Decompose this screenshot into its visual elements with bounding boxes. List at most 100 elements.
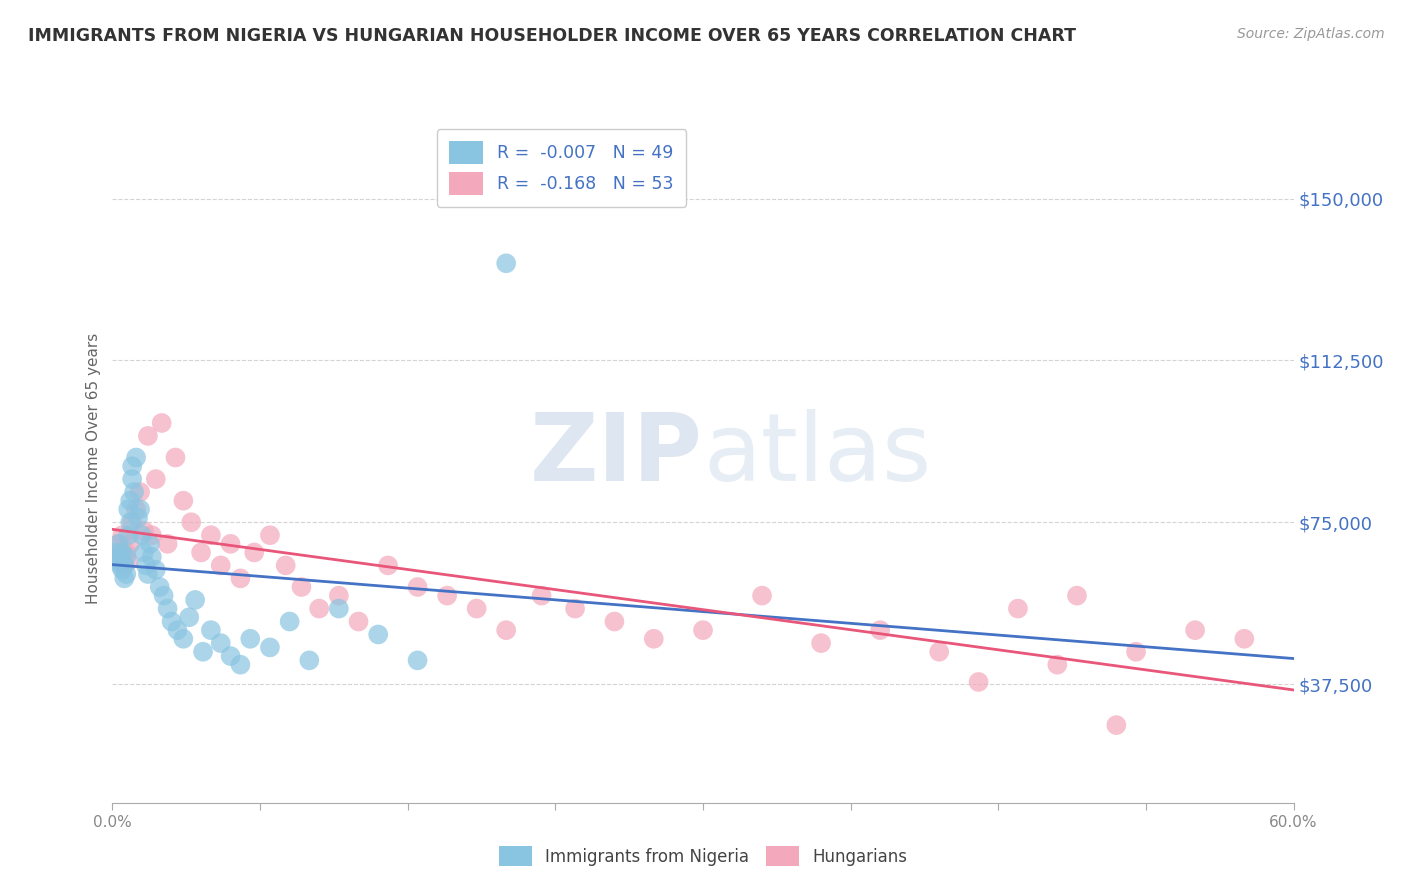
Point bbox=[141, 528, 163, 542]
Point bbox=[139, 537, 162, 551]
Point bbox=[125, 502, 148, 516]
Point bbox=[110, 545, 132, 559]
Point bbox=[107, 537, 129, 551]
Point bbox=[1007, 601, 1029, 615]
Point bbox=[145, 472, 167, 486]
Point bbox=[112, 558, 135, 573]
Point bbox=[495, 623, 517, 637]
Point bbox=[156, 601, 179, 615]
Point bbox=[328, 601, 350, 615]
Point bbox=[259, 640, 281, 655]
Y-axis label: Householder Income Over 65 years: Householder Income Over 65 years bbox=[86, 333, 101, 604]
Point bbox=[111, 528, 134, 542]
Point bbox=[107, 537, 129, 551]
Point bbox=[112, 558, 135, 573]
Point bbox=[117, 528, 139, 542]
Point bbox=[643, 632, 665, 646]
Point bbox=[209, 558, 232, 573]
Point bbox=[129, 485, 152, 500]
Point bbox=[115, 549, 138, 564]
Point bbox=[136, 429, 159, 443]
Text: IMMIGRANTS FROM NIGERIA VS HUNGARIAN HOUSEHOLDER INCOME OVER 65 YEARS CORRELATIO: IMMIGRANTS FROM NIGERIA VS HUNGARIAN HOU… bbox=[28, 27, 1076, 45]
Point bbox=[120, 515, 142, 529]
Point bbox=[810, 636, 832, 650]
Point bbox=[111, 563, 134, 577]
Point bbox=[1233, 632, 1256, 646]
Point bbox=[290, 580, 312, 594]
Point bbox=[200, 623, 222, 637]
Point bbox=[125, 450, 148, 465]
Point bbox=[120, 493, 142, 508]
Point bbox=[209, 636, 232, 650]
Point bbox=[298, 653, 321, 667]
Point bbox=[229, 657, 252, 672]
Point bbox=[121, 472, 143, 486]
Point bbox=[121, 459, 143, 474]
Point bbox=[184, 593, 207, 607]
Point bbox=[107, 554, 129, 568]
Point bbox=[117, 554, 139, 568]
Point bbox=[110, 549, 132, 564]
Point bbox=[243, 545, 266, 559]
Point bbox=[406, 580, 429, 594]
Point bbox=[152, 589, 174, 603]
Point bbox=[111, 545, 134, 559]
Point bbox=[200, 528, 222, 542]
Point bbox=[156, 537, 179, 551]
Point bbox=[367, 627, 389, 641]
Point bbox=[308, 601, 330, 615]
Point bbox=[869, 623, 891, 637]
Point bbox=[150, 416, 173, 430]
Point bbox=[1066, 589, 1088, 603]
Point bbox=[141, 549, 163, 564]
Point bbox=[259, 528, 281, 542]
Text: atlas: atlas bbox=[703, 409, 931, 501]
Point bbox=[132, 524, 155, 538]
Point bbox=[132, 545, 155, 559]
Point bbox=[564, 601, 586, 615]
Point bbox=[136, 567, 159, 582]
Point bbox=[120, 537, 142, 551]
Point bbox=[160, 615, 183, 629]
Point bbox=[530, 589, 553, 603]
Point bbox=[692, 623, 714, 637]
Point bbox=[121, 515, 143, 529]
Point bbox=[172, 632, 194, 646]
Point bbox=[328, 589, 350, 603]
Point bbox=[406, 653, 429, 667]
Point bbox=[135, 558, 157, 573]
Point bbox=[112, 571, 135, 585]
Point bbox=[180, 515, 202, 529]
Point bbox=[1184, 623, 1206, 637]
Point bbox=[117, 502, 139, 516]
Point bbox=[436, 589, 458, 603]
Point bbox=[149, 580, 172, 594]
Point bbox=[190, 545, 212, 559]
Point bbox=[165, 450, 187, 465]
Point bbox=[219, 648, 242, 663]
Point bbox=[229, 571, 252, 585]
Point bbox=[274, 558, 297, 573]
Point bbox=[172, 493, 194, 508]
Point bbox=[115, 545, 138, 559]
Text: Source: ZipAtlas.com: Source: ZipAtlas.com bbox=[1237, 27, 1385, 41]
Point bbox=[239, 632, 262, 646]
Point bbox=[145, 563, 167, 577]
Point bbox=[967, 675, 990, 690]
Point bbox=[110, 558, 132, 573]
Point bbox=[278, 615, 301, 629]
Point bbox=[129, 502, 152, 516]
Legend: R =  -0.007   N = 49, R =  -0.168   N = 53: R = -0.007 N = 49, R = -0.168 N = 53 bbox=[437, 129, 686, 207]
Text: ZIP: ZIP bbox=[530, 409, 703, 501]
Point bbox=[495, 256, 517, 270]
Point bbox=[465, 601, 488, 615]
Point bbox=[219, 537, 242, 551]
Point bbox=[928, 645, 950, 659]
Point bbox=[1105, 718, 1128, 732]
Point bbox=[603, 615, 626, 629]
Point bbox=[115, 567, 138, 582]
Point bbox=[1046, 657, 1069, 672]
Point bbox=[191, 645, 214, 659]
Point bbox=[179, 610, 201, 624]
Point bbox=[1125, 645, 1147, 659]
